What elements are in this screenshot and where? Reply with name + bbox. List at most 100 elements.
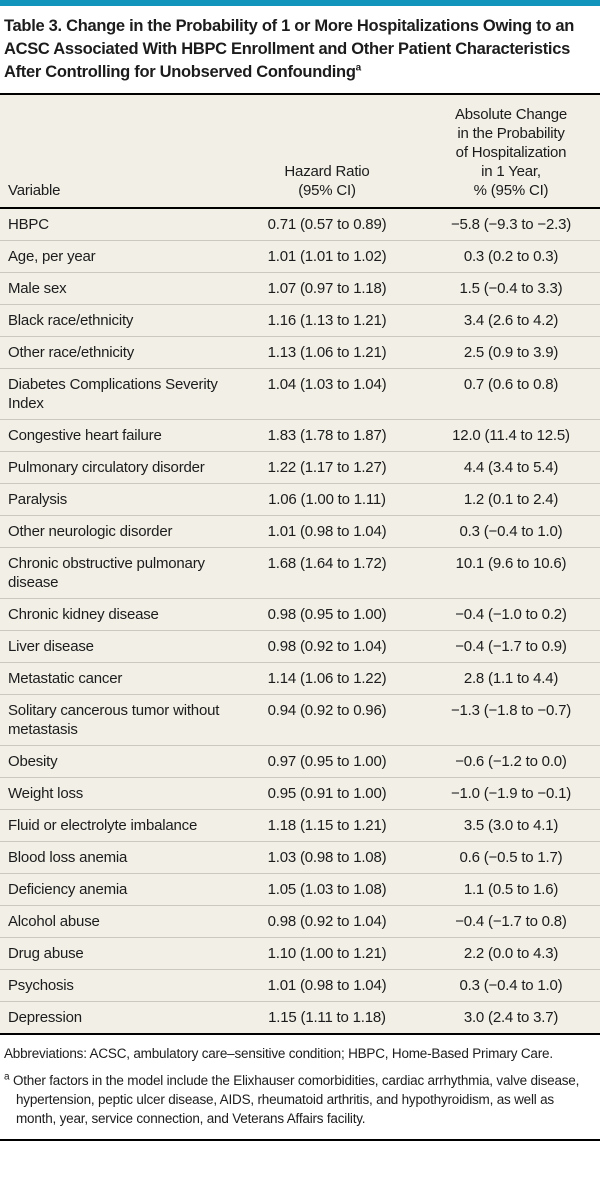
hazard-ratio-cell: 1.07 (0.97 to 1.18)	[232, 272, 422, 305]
table-title-text: Table 3. Change in the Probability of 1 …	[4, 17, 575, 81]
variable-cell: Diabetes Complications Severity Index	[0, 368, 232, 420]
column-header-absolute-change: Absolute Change in the Probability of Ho…	[422, 95, 600, 209]
absolute-change-cell: 0.6 (−0.5 to 1.7)	[422, 841, 600, 874]
table-row: Diabetes Complications Severity Index 1.0…	[0, 368, 600, 420]
hazard-ratio-cell: 1.05 (1.03 to 1.08)	[232, 873, 422, 906]
variable-cell: Psychosis	[0, 969, 232, 1002]
title-footnote-marker: a	[355, 62, 362, 74]
results-table: Variable Hazard Ratio (95% CI) Absolute …	[0, 95, 600, 1033]
variable-cell: Other neurologic disorder	[0, 515, 232, 548]
table-row: Age, per year 1.01 (1.01 to 1.02) 0.3 (0.2…	[0, 240, 600, 273]
variable-cell: Drug abuse	[0, 937, 232, 970]
variable-cell: Metastatic cancer	[0, 662, 232, 695]
absolute-change-cell: 1.5 (−0.4 to 3.3)	[422, 272, 600, 305]
absolute-change-cell: 1.2 (0.1 to 2.4)	[422, 483, 600, 516]
variable-cell: Alcohol abuse	[0, 905, 232, 938]
results-table-container: Variable Hazard Ratio (95% CI) Absolute …	[0, 95, 600, 1035]
hazard-ratio-cell: 1.68 (1.64 to 1.72)	[232, 547, 422, 599]
table-row: Obesity 0.97 (0.95 to 1.00) −0.6 (−1.2 to …	[0, 745, 600, 778]
table-row: Fluid or electrolyte imbalance 1.18 (1.15…	[0, 809, 600, 842]
column-header-variable: Variable	[0, 95, 232, 209]
absolute-change-cell: 0.3 (−0.4 to 1.0)	[422, 969, 600, 1002]
variable-cell: Age, per year	[0, 240, 232, 273]
absolute-change-cell: 0.3 (0.2 to 0.3)	[422, 240, 600, 273]
absolute-change-cell: 2.5 (0.9 to 3.9)	[422, 336, 600, 369]
hazard-ratio-cell: 0.94 (0.92 to 0.96)	[232, 694, 422, 746]
variable-cell: HBPC	[8, 216, 49, 233]
hazard-ratio-cell: 1.14 (1.06 to 1.22)	[232, 662, 422, 695]
column-header-hazard-ratio: Hazard Ratio (95% CI)	[232, 95, 422, 209]
hazard-ratio-cell: 0.98 (0.92 to 1.04)	[232, 905, 422, 938]
hazard-ratio-cell: 1.06 (1.00 to 1.11)	[232, 483, 422, 516]
variable-cell: Depression	[0, 1001, 232, 1033]
absolute-change-cell: 3.4 (2.6 to 4.2)	[422, 304, 600, 337]
footnote-a-marker: a	[4, 1071, 10, 1083]
table-header: Variable Hazard Ratio (95% CI) Absolute …	[0, 95, 600, 209]
hazard-ratio-cell: 1.01 (1.01 to 1.02)	[232, 240, 422, 273]
variable-cell: Male sex	[0, 272, 232, 305]
variable-cell: Other race/ethnicity	[0, 336, 232, 369]
variable-cell: Weight loss	[0, 777, 232, 810]
table-row: HBPC 0.71 (0.57 to 0.89) −5.8 (−9.3 to −2.…	[0, 208, 600, 241]
table-row: Solitary cancerous tumor without metasta…	[0, 694, 600, 746]
hazard-ratio-cell: 1.13 (1.06 to 1.21)	[232, 336, 422, 369]
table-row: Other neurologic disorder 1.01 (0.98 to 1…	[0, 515, 600, 548]
abbreviations-note: Abbreviations: ACSC, ambulatory care–sen…	[4, 1046, 553, 1061]
variable-cell: Fluid or electrolyte imbalance	[0, 809, 232, 842]
absolute-change-cell: 4.4 (3.4 to 5.4)	[422, 451, 600, 484]
variable-cell: Solitary cancerous tumor without metasta…	[0, 694, 232, 746]
hazard-ratio-cell: 1.01 (0.98 to 1.04)	[232, 515, 422, 548]
footnote-a-text: Other factors in the model include the E…	[12, 1073, 580, 1126]
hazard-ratio-cell: 1.10 (1.00 to 1.21)	[232, 937, 422, 970]
variable-cell: Deficiency anemia	[0, 873, 232, 906]
table-row: Metastatic cancer 1.14 (1.06 to 1.22) 2.8 …	[0, 662, 600, 695]
variable-cell: Obesity	[0, 745, 232, 778]
table-row: Drug abuse 1.10 (1.00 to 1.21) 2.2 (0.0 to…	[0, 937, 600, 970]
table-row: Blood loss anemia 1.03 (0.98 to 1.08) 0.6 …	[0, 841, 600, 874]
table-top-accent-bar	[0, 0, 600, 6]
variable-cell: Blood loss anemia	[0, 841, 232, 874]
hazard-ratio-cell: 0.98 (0.92 to 1.04)	[232, 630, 422, 663]
variable-cell: Pulmonary circulatory disorder	[0, 451, 232, 484]
absolute-change-cell: 3.5 (3.0 to 4.1)	[422, 809, 600, 842]
table-title-block: Table 3. Change in the Probability of 1 …	[0, 6, 600, 95]
variable-cell: Chronic kidney disease	[0, 598, 232, 631]
absolute-change-cell: 10.1 (9.6 to 10.6)	[422, 547, 600, 599]
footnote-a: a Other factors in the model include the…	[4, 1071, 592, 1128]
hazard-ratio-cell: 0.95 (0.91 to 1.00)	[232, 777, 422, 810]
absolute-change-cell: 1.1 (0.5 to 1.6)	[422, 873, 600, 906]
table-row: Psychosis 1.01 (0.98 to 1.04) 0.3 (−0.4 to…	[0, 969, 600, 1002]
table-row: Black race/ethnicity 1.16 (1.13 to 1.21) 3…	[0, 304, 600, 337]
table-row: Weight loss 0.95 (0.91 to 1.00) −1.0 (−1.9…	[0, 777, 600, 810]
variable-cell: Paralysis	[0, 483, 232, 516]
table-row: Other race/ethnicity 1.13 (1.06 to 1.21) 2…	[0, 336, 600, 369]
absolute-change-cell: −0.4 (−1.7 to 0.9)	[422, 630, 600, 663]
table-body: HBPC 0.71 (0.57 to 0.89) −5.8 (−9.3 to −2.…	[0, 208, 600, 1033]
hazard-ratio-cell: 1.15 (1.11 to 1.18)	[232, 1001, 422, 1033]
absolute-change-cell: −1.0 (−1.9 to −0.1)	[422, 777, 600, 810]
table-row: Liver disease 0.98 (0.92 to 1.04) −0.4 (−1…	[0, 630, 600, 663]
table-row: Paralysis 1.06 (1.00 to 1.11) 1.2 (0.1 to …	[0, 483, 600, 516]
absolute-change-cell: −0.4 (−1.7 to 0.8)	[422, 905, 600, 938]
table-row: Depression 1.15 (1.11 to 1.18) 3.0 (2.4 to…	[0, 1001, 600, 1033]
hazard-ratio-cell: 0.97 (0.95 to 1.00)	[232, 745, 422, 778]
variable-cell: Black race/ethnicity	[0, 304, 232, 337]
table-row: Chronic kidney disease 0.98 (0.95 to 1.00…	[0, 598, 600, 631]
hazard-ratio-cell: 1.04 (1.03 to 1.04)	[232, 368, 422, 420]
absolute-change-cell: 12.0 (11.4 to 12.5)	[422, 419, 600, 452]
absolute-change-cell: −0.6 (−1.2 to 0.0)	[422, 745, 600, 778]
table-row: Deficiency anemia 1.05 (1.03 to 1.08) 1.1 …	[0, 873, 600, 906]
absolute-change-cell: 2.2 (0.0 to 4.3)	[422, 937, 600, 970]
variable-cell: Congestive heart failure	[0, 419, 232, 452]
hazard-ratio-cell: 1.03 (0.98 to 1.08)	[232, 841, 422, 874]
hazard-ratio-cell: 0.98 (0.95 to 1.00)	[232, 598, 422, 631]
table-row: Chronic obstructive pulmonary disease 1.6…	[0, 547, 600, 599]
variable-cell: Liver disease	[0, 630, 232, 663]
absolute-change-cell: −1.3 (−1.8 to −0.7)	[422, 694, 600, 746]
absolute-change-cell: −0.4 (−1.0 to 0.2)	[422, 598, 600, 631]
absolute-change-cell: 0.3 (−0.4 to 1.0)	[422, 515, 600, 548]
hazard-ratio-cell: 0.71 (0.57 to 0.89)	[267, 216, 387, 233]
table-row: Pulmonary circulatory disorder 1.22 (1.17…	[0, 451, 600, 484]
hazard-ratio-cell: 1.18 (1.15 to 1.21)	[232, 809, 422, 842]
footnotes: Abbreviations: ACSC, ambulatory care–sen…	[0, 1035, 600, 1141]
